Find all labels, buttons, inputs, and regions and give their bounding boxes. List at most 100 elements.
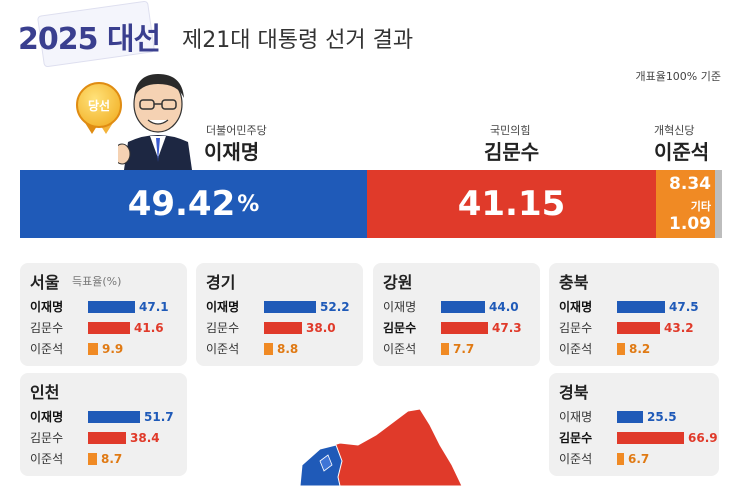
election-label: 대선 (106, 22, 161, 57)
winner-badge: 당선 (76, 82, 122, 128)
vote-bar (441, 322, 488, 334)
candidate-label: 이재명 (383, 300, 417, 314)
candidate-label: 이재명 (559, 300, 593, 314)
vote-value: 8.8 (277, 342, 299, 356)
national-value-joon: 8.34 (669, 174, 711, 194)
region-row: 이준석 8.8 (206, 341, 356, 357)
region-row: 이준석 8.7 (30, 451, 180, 467)
korea-map-fragment (299, 408, 463, 486)
header-year: 2025 대선 (18, 14, 161, 58)
national-bar-segment-kim: 41.15 (367, 170, 656, 238)
vote-value: 7.7 (453, 342, 475, 356)
region-row: 이준석 9.9 (30, 341, 180, 357)
vote-value: 41.6 (134, 321, 164, 335)
candidate-label: 이재명 (559, 410, 593, 424)
candidate-lee-party: 더불어민주당 (206, 124, 267, 137)
vote-bar (88, 301, 135, 313)
vote-value: 47.3 (492, 321, 522, 335)
region-row: 이준석 8.2 (559, 341, 709, 357)
vote-bar (88, 411, 140, 423)
region-name: 경북 (559, 383, 589, 402)
vote-bar (88, 343, 98, 355)
national-value-other: 1.09 (669, 214, 711, 234)
region-name: 인천 (30, 383, 60, 402)
candidate-label: 이재명 (206, 300, 240, 314)
vote-value: 8.2 (629, 342, 651, 356)
candidate-label: 이재명 (30, 300, 64, 314)
region-row: 이재명 47.5 (559, 299, 709, 315)
page-title: 제21대 대통령 선거 결과 (182, 28, 414, 53)
vote-value: 38.4 (130, 431, 160, 445)
vote-bar (441, 343, 449, 355)
region-row: 이재명 51.7 (30, 409, 180, 425)
vote-value: 43.2 (664, 321, 694, 335)
region-row: 이재명 47.1 (30, 299, 180, 315)
candidate-label: 김문수 (30, 431, 64, 445)
vote-bar (88, 453, 97, 465)
vote-value: 9.9 (102, 342, 124, 356)
region-row: 이재명 25.5 (559, 409, 709, 425)
vote-value: 47.1 (139, 300, 169, 314)
candidate-label: 이준석 (559, 452, 593, 466)
national-bar-segment-lee: 49.42% (20, 170, 367, 238)
candidate-kim-name: 김문수 (484, 140, 540, 164)
region-row: 이재명 52.2 (206, 299, 356, 315)
region-row: 김문수 38.4 (30, 430, 180, 446)
vote-value: 47.5 (669, 300, 699, 314)
vote-value: 8.7 (101, 452, 123, 466)
candidate-label: 이준석 (559, 342, 593, 356)
vote-bar (264, 343, 273, 355)
national-result-bar: 49.42% 41.15 8.34 기타 1.09 (20, 170, 722, 238)
vote-bar (88, 432, 126, 444)
candidate-kim-party: 국민의힘 (490, 124, 531, 137)
count-note: 개표율100% 기준 (635, 70, 721, 83)
vote-bar (617, 453, 624, 465)
candidate-label: 이준석 (383, 342, 417, 356)
region-row: 이재명 44.0 (383, 299, 533, 315)
candidate-label: 이준석 (30, 342, 64, 356)
region-name: 서울 (30, 273, 60, 292)
vote-value: 52.2 (320, 300, 350, 314)
vote-bar (264, 301, 316, 313)
region-row: 김문수 41.6 (30, 320, 180, 336)
candidate-joon-name: 이준석 (654, 140, 710, 164)
national-value-lee: 49.42 (127, 184, 236, 224)
region-card-seoul: 서울 득표율(%) 이재명 47.1 김문수 41.6 이준석 9.9 (20, 263, 187, 366)
candidate-label: 김문수 (206, 321, 240, 335)
candidate-joon-party: 개혁신당 (654, 124, 695, 137)
region-row: 김문수 43.2 (559, 320, 709, 336)
vote-bar (88, 322, 130, 334)
region-subtitle: 득표율(%) (72, 275, 122, 288)
region-name: 강원 (383, 273, 413, 292)
national-value-kim: 41.15 (457, 184, 566, 224)
vote-value: 66.9 (688, 431, 718, 445)
vote-value: 25.5 (647, 410, 677, 424)
vote-bar (441, 301, 485, 313)
year-label: 2025 (18, 22, 98, 57)
national-bar-segment-joon: 8.34 기타 1.09 (656, 170, 715, 238)
region-card-chungbuk: 충북 이재명 47.5 김문수 43.2 이준석 8.2 (549, 263, 719, 366)
candidate-label: 김문수 (383, 321, 417, 335)
candidate-label: 이준석 (206, 342, 240, 356)
region-row: 김문수 38.0 (206, 320, 356, 336)
vote-value: 51.7 (144, 410, 174, 424)
percent-sign: % (237, 191, 260, 217)
region-name: 경기 (206, 273, 236, 292)
candidate-label: 이준석 (30, 452, 64, 466)
vote-value: 6.7 (628, 452, 650, 466)
vote-bar (617, 322, 660, 334)
candidate-label: 김문수 (559, 431, 593, 445)
vote-bar (617, 301, 665, 313)
vote-value: 38.0 (306, 321, 336, 335)
candidate-label: 김문수 (559, 321, 593, 335)
candidate-avatar-illustration (118, 74, 192, 170)
candidate-lee-name: 이재명 (204, 140, 260, 164)
vote-value: 44.0 (489, 300, 519, 314)
candidate-label: 이재명 (30, 410, 64, 424)
candidate-label: 김문수 (30, 321, 64, 335)
region-row: 김문수 66.9 (559, 430, 718, 446)
